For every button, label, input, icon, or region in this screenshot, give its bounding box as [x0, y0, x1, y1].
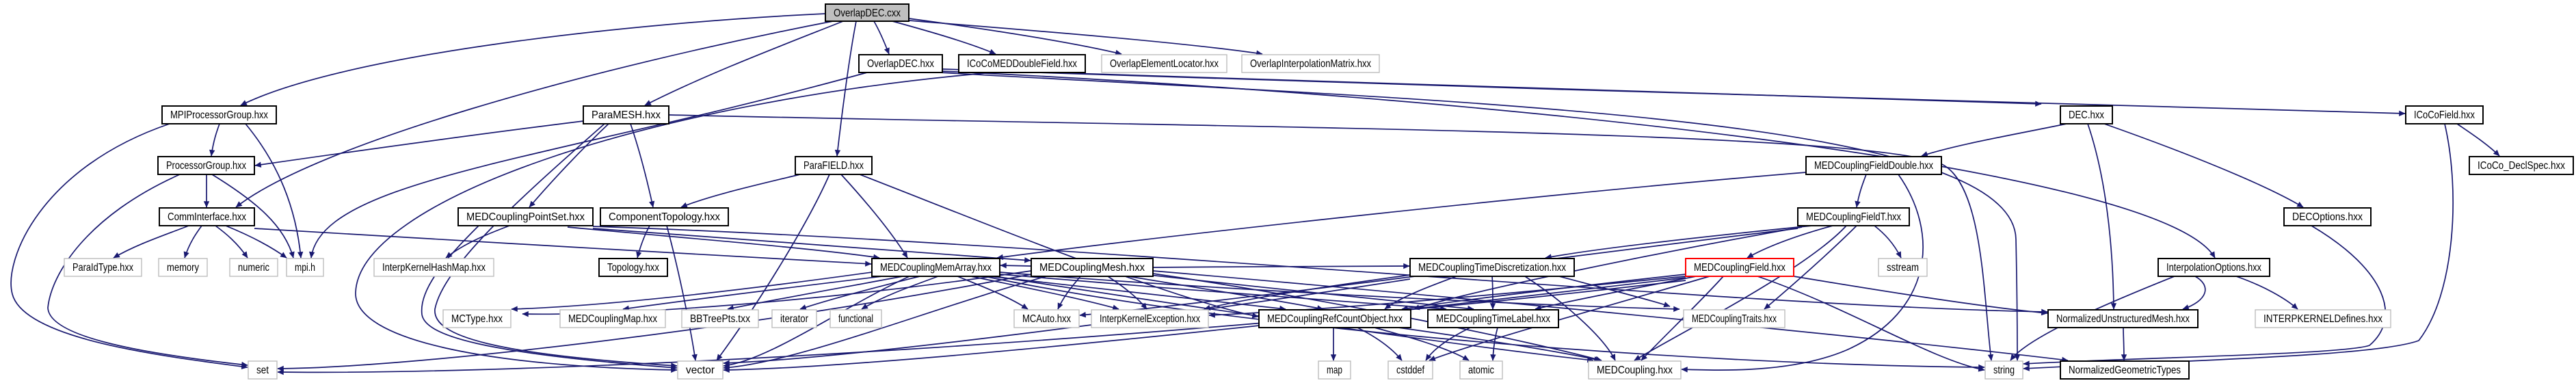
- svg-text:OverlapDEC.cxx: OverlapDEC.cxx: [834, 8, 901, 19]
- svg-text:vector: vector: [686, 365, 715, 376]
- svg-text:MEDCouplingTimeDiscretization.: MEDCouplingTimeDiscretization.hxx: [1418, 262, 1566, 274]
- svg-text:MEDCouplingMap.hxx: MEDCouplingMap.hxx: [568, 313, 657, 325]
- svg-text:MCType.hxx: MCType.hxx: [451, 313, 503, 325]
- svg-text:mpi.h: mpi.h: [295, 262, 315, 274]
- svg-text:ParaFIELD.hxx: ParaFIELD.hxx: [804, 160, 864, 172]
- svg-text:ParaMESH.hxx: ParaMESH.hxx: [592, 109, 661, 121]
- svg-text:ICoCoMEDDoubleField.hxx: ICoCoMEDDoubleField.hxx: [967, 58, 1077, 70]
- svg-text:sstream: sstream: [1887, 262, 1919, 274]
- svg-text:CommInterface.hxx: CommInterface.hxx: [168, 211, 246, 223]
- svg-text:numeric: numeric: [238, 262, 269, 274]
- svg-text:INTERPKERNELDefines.hxx: INTERPKERNELDefines.hxx: [2263, 313, 2382, 325]
- svg-text:iterator: iterator: [780, 313, 809, 325]
- svg-text:ParaIdType.hxx: ParaIdType.hxx: [72, 262, 133, 274]
- svg-text:InterpolationOptions.hxx: InterpolationOptions.hxx: [2166, 262, 2261, 274]
- svg-text:MEDCouplingPointSet.hxx: MEDCouplingPointSet.hxx: [466, 211, 585, 223]
- svg-text:MEDCouplingField.hxx: MEDCouplingField.hxx: [1694, 262, 1785, 274]
- svg-text:MEDCouplingFieldT.hxx: MEDCouplingFieldT.hxx: [1806, 211, 1901, 223]
- svg-text:functional: functional: [838, 313, 873, 325]
- svg-text:DECOptions.hxx: DECOptions.hxx: [2292, 211, 2363, 223]
- svg-text:InterpKernelHashMap.hxx: InterpKernelHashMap.hxx: [382, 262, 486, 274]
- svg-text:DEC.hxx: DEC.hxx: [2069, 109, 2104, 121]
- svg-text:MEDCouplingTimeLabel.hxx: MEDCouplingTimeLabel.hxx: [1436, 313, 1550, 325]
- svg-text:ICoCoField.hxx: ICoCoField.hxx: [2414, 109, 2475, 121]
- svg-text:NormalizedGeometricTypes: NormalizedGeometricTypes: [2069, 365, 2181, 376]
- svg-text:MEDCoupling.hxx: MEDCoupling.hxx: [1597, 365, 1673, 376]
- svg-text:map: map: [1327, 365, 1342, 376]
- svg-text:memory: memory: [167, 262, 199, 274]
- svg-text:NormalizedUnstructuredMesh.hxx: NormalizedUnstructuredMesh.hxx: [2056, 313, 2190, 325]
- svg-text:MCAuto.hxx: MCAuto.hxx: [1022, 313, 1071, 325]
- svg-text:set: set: [256, 365, 269, 376]
- svg-text:MEDCouplingFieldDouble.hxx: MEDCouplingFieldDouble.hxx: [1814, 160, 1933, 172]
- svg-text:ProcessorGroup.hxx: ProcessorGroup.hxx: [166, 160, 246, 172]
- svg-text:atomic: atomic: [1468, 365, 1494, 376]
- svg-text:MEDCouplingMesh.hxx: MEDCouplingMesh.hxx: [1039, 262, 1145, 274]
- svg-text:OverlapElementLocator.hxx: OverlapElementLocator.hxx: [1110, 58, 1219, 70]
- svg-text:MEDCouplingMemArray.hxx: MEDCouplingMemArray.hxx: [880, 262, 992, 274]
- svg-text:BBTreePts.txx: BBTreePts.txx: [690, 313, 750, 325]
- svg-text:ComponentTopology.hxx: ComponentTopology.hxx: [609, 211, 720, 223]
- svg-text:OverlapInterpolationMatrix.hxx: OverlapInterpolationMatrix.hxx: [1250, 58, 1371, 70]
- svg-text:MEDCouplingTraits.hxx: MEDCouplingTraits.hxx: [1692, 313, 1777, 325]
- svg-text:Topology.hxx: Topology.hxx: [607, 262, 659, 274]
- svg-text:string: string: [1993, 365, 2015, 376]
- svg-text:OverlapDEC.hxx: OverlapDEC.hxx: [867, 58, 934, 70]
- svg-text:MEDCouplingRefCountObject.hxx: MEDCouplingRefCountObject.hxx: [1267, 313, 1403, 325]
- svg-text:InterpKernelException.hxx: InterpKernelException.hxx: [1100, 313, 1200, 325]
- svg-text:cstddef: cstddef: [1396, 365, 1424, 376]
- svg-text:ICoCo_DeclSpec.hxx: ICoCo_DeclSpec.hxx: [2478, 160, 2565, 172]
- svg-text:MPIProcessorGroup.hxx: MPIProcessorGroup.hxx: [170, 109, 268, 121]
